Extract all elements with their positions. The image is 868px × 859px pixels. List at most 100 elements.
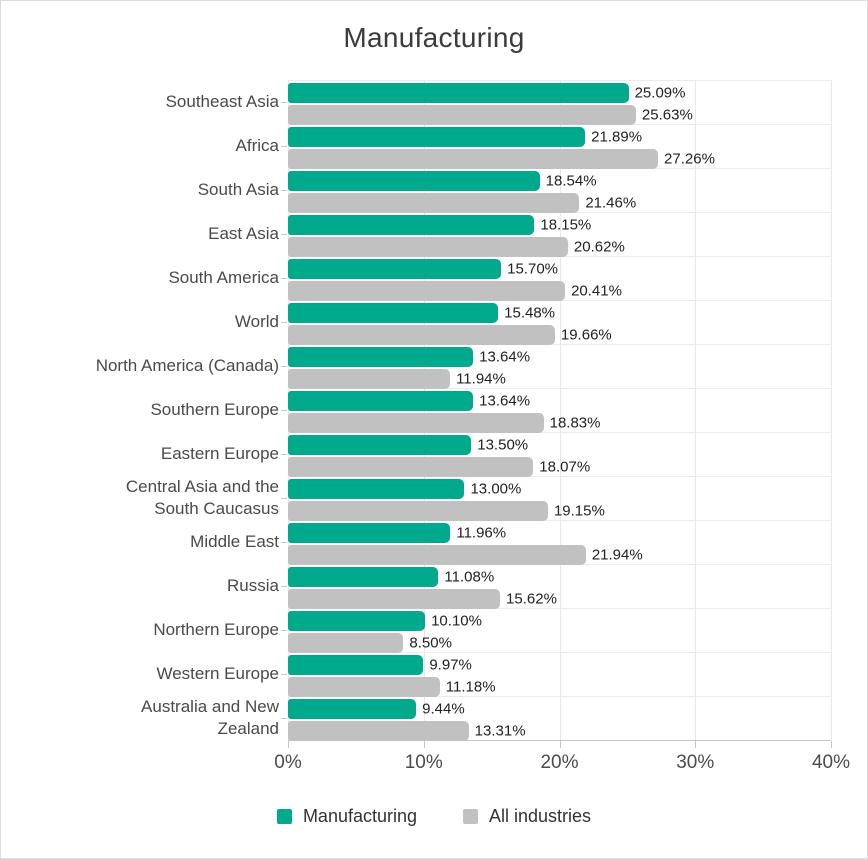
category-label: Australia and New Zealand [1, 696, 288, 740]
manufacturing-value-label: 11.08% [444, 568, 495, 586]
category-row: World 15.48% 19.66% [1, 300, 867, 345]
all-industries-value-label: 18.83% [549, 414, 601, 432]
legend-item-manufacturing: Manufacturing [276, 806, 417, 827]
all-industries-value-label: 19.15% [553, 502, 605, 520]
bar-pair: 18.54% 21.46% [288, 168, 831, 213]
manufacturing-value-label: 11.96% [456, 524, 507, 542]
category-row: Western Europe 9.97% 11.18% [1, 652, 867, 697]
manufacturing-bar: 21.89% [288, 127, 642, 147]
category-label: Northern Europe [1, 608, 288, 652]
manufacturing-bar: 15.70% [288, 259, 558, 279]
all-industries-bar: 15.62% [288, 589, 557, 609]
all-industries-swatch-icon [463, 809, 479, 824]
manufacturing-value-label: 13.00% [470, 480, 522, 498]
plot-area: Southeast Asia 25.09% 25.63% Africa 21.8… [1, 80, 867, 782]
category-row: Africa 21.89% 27.26% [1, 124, 867, 169]
all-industries-value-label: 8.50% [409, 634, 452, 652]
all-industries-value-label: 18.07% [539, 458, 591, 476]
manufacturing-value-label: 13.50% [477, 436, 529, 454]
all-industries-value-label: 20.41% [571, 282, 622, 300]
bar-pair: 11.96% 21.94% [288, 520, 831, 565]
category-label: World [1, 300, 288, 344]
axis-tick [423, 741, 425, 748]
axis-tick-label: 20% [540, 752, 579, 773]
chart-title: Manufacturing [343, 22, 525, 53]
category-label: South Asia [1, 168, 288, 212]
axis-tick-label: 40% [811, 752, 851, 773]
gridline [559, 80, 561, 740]
all-industries-value-label: 11.94% [456, 370, 506, 388]
category-label: East Asia [1, 212, 288, 256]
manufacturing-value-label: 15.70% [507, 260, 558, 278]
category-row: Russia 11.08% 15.62% [1, 564, 867, 609]
manufacturing-value-label: 10.10% [431, 612, 482, 630]
category-row: Southern Europe 13.64% 18.83% [1, 388, 867, 433]
bar-pair: 21.89% 27.26% [288, 124, 831, 169]
axis-tick [559, 741, 561, 748]
gridline [831, 80, 832, 740]
manufacturing-bar: 11.08% [288, 567, 494, 587]
all-industries-bar: 19.66% [288, 325, 612, 345]
all-industries-bar: 21.94% [288, 545, 643, 565]
axis-tick [695, 741, 697, 748]
bar-pair: 13.64% 18.83% [288, 388, 831, 433]
manufacturing-bar: 10.10% [288, 611, 482, 631]
category-row: Northern Europe 10.10% 8.50% [1, 608, 867, 653]
bar-pair: 15.70% 20.41% [288, 256, 831, 301]
all-industries-value-label: 21.46% [585, 194, 637, 212]
bar-pair: 13.64% 11.94% [288, 344, 831, 389]
all-industries-bar: 18.83% [288, 413, 600, 433]
category-row: Middle East 11.96% 21.94% [1, 520, 867, 565]
bar-pair: 9.44% 13.31% [288, 696, 831, 741]
manufacturing-value-label: 15.48% [504, 304, 556, 322]
all-industries-value-label: 13.31% [474, 722, 526, 740]
all-industries-bar: 19.15% [288, 501, 605, 521]
all-industries-bar: 8.50% [288, 633, 452, 653]
axis-tick-label: 30% [676, 752, 715, 773]
all-industries-value-label: 15.62% [506, 590, 557, 608]
category-row: East Asia 18.15% 20.62% [1, 212, 867, 257]
category-label: Africa [1, 124, 288, 168]
manufacturing-bar: 9.97% [288, 655, 472, 675]
bar-pair: 13.00% 19.15% [288, 476, 831, 521]
manufacturing-value-label: 13.64% [479, 348, 531, 366]
category-label: Russia [1, 564, 288, 608]
manufacturing-bar: 15.48% [288, 303, 555, 323]
category-row: Central Asia and the South Caucasus 13.0… [1, 476, 867, 521]
category-row: South Asia 18.54% 21.46% [1, 168, 867, 213]
manufacturing-bar: 25.09% [288, 83, 685, 103]
category-label: South America [1, 256, 288, 300]
bar-pair: 11.08% 15.62% [288, 564, 831, 609]
all-industries-value-label: 21.94% [591, 546, 643, 564]
category-label: Middle East [1, 520, 288, 564]
manufacturing-value-label: 25.09% [634, 84, 686, 102]
manufacturing-bar: 11.96% [288, 523, 506, 543]
all-industries-bar: 13.31% [288, 721, 526, 741]
manufacturing-value-label: 18.54% [545, 172, 597, 190]
all-industries-bar: 20.41% [288, 281, 622, 301]
axis-tick-label: 10% [404, 752, 443, 773]
all-industries-value-label: 20.62% [573, 238, 625, 256]
bar-pair: 25.09% 25.63% [288, 80, 831, 125]
manufacturing-bar: 13.00% [288, 479, 521, 499]
bar-pair: 18.15% 20.62% [288, 212, 831, 257]
all-industries-bar: 11.18% [288, 677, 496, 697]
manufacturing-bar: 13.64% [288, 347, 530, 367]
all-industries-bar: 27.26% [288, 149, 715, 169]
all-industries-value-label: 25.63% [641, 106, 693, 124]
all-industries-value-label: 19.66% [560, 326, 612, 344]
manufacturing-bar: 13.50% [288, 435, 528, 455]
manufacturing-bar: 9.44% [288, 699, 465, 719]
category-label: Central Asia and the South Caucasus [1, 476, 288, 520]
bar-pair: 9.97% 11.18% [288, 652, 831, 697]
legend-label-all-industries: All industries [489, 806, 592, 826]
all-industries-bar: 21.46% [288, 193, 636, 213]
all-industries-bar: 25.63% [288, 105, 693, 125]
axis-tick [288, 741, 289, 748]
manufacturing-bar: 18.15% [288, 215, 591, 235]
bar-rows: Southeast Asia 25.09% 25.63% Africa 21.8… [1, 80, 867, 741]
legend: Manufacturing All industries [1, 806, 867, 827]
bar-pair: 10.10% 8.50% [288, 608, 831, 653]
all-industries-bar: 18.07% [288, 457, 590, 477]
